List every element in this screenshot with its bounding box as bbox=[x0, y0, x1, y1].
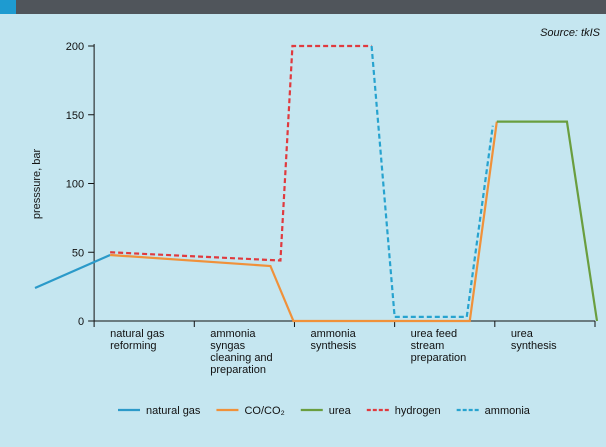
legend-label: CO/CO₂ bbox=[244, 405, 284, 417]
y-tick-label: 0 bbox=[78, 316, 84, 328]
series-line bbox=[496, 120, 599, 322]
x-category-label: urea feed stream preparation bbox=[411, 328, 467, 364]
y-tick-label: 200 bbox=[66, 41, 84, 53]
series-line bbox=[34, 253, 111, 290]
x-category-label: ammonia syngas cleaning and preparation bbox=[210, 328, 272, 376]
header-icon bbox=[0, 0, 16, 14]
y-tick-label: 100 bbox=[66, 179, 84, 191]
x-category-label: natural gas reforming bbox=[110, 328, 165, 352]
series-line bbox=[110, 44, 372, 262]
legend-label: hydrogen bbox=[395, 405, 441, 417]
y-tick-label: 150 bbox=[66, 110, 84, 122]
source: Source: tkIS bbox=[540, 27, 601, 39]
series-line bbox=[370, 45, 494, 318]
y-axis-label: presssure, bar bbox=[31, 149, 43, 220]
x-category-label: ammonia synthesis bbox=[310, 328, 356, 352]
legend-label: ammonia bbox=[485, 405, 531, 417]
header-bar bbox=[0, 0, 606, 14]
y-tick-label: 50 bbox=[72, 247, 84, 259]
legend-label: natural gas bbox=[146, 405, 201, 417]
x-category-label: urea synthesis bbox=[511, 328, 557, 352]
legend-label: urea bbox=[329, 405, 352, 417]
series-line bbox=[110, 121, 498, 323]
